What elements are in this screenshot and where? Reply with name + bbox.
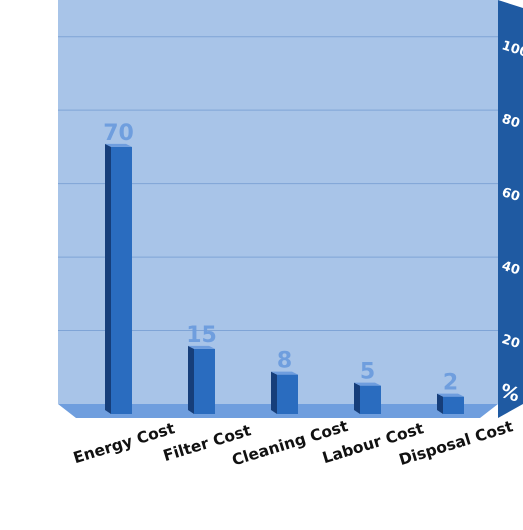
y-tick-label: 20	[500, 332, 522, 352]
bar-front	[360, 385, 381, 414]
bar-value-label: 8	[277, 349, 292, 374]
bar-side	[188, 345, 194, 414]
bar-front	[194, 348, 215, 414]
gridlines	[58, 36, 498, 332]
chart-side-wall	[498, 0, 523, 418]
bar-front	[111, 146, 132, 414]
bar	[354, 382, 381, 414]
bar-side	[105, 143, 111, 414]
bar-top	[188, 345, 215, 349]
bar	[105, 143, 132, 414]
bar-top	[437, 393, 464, 397]
bar-top	[271, 371, 298, 375]
y-tick-label: 60	[500, 185, 522, 205]
bars: 70 15 8 5 2	[103, 121, 464, 414]
bar-value-label: 15	[186, 323, 217, 348]
bar-front	[443, 396, 464, 414]
bar-value-label: 5	[360, 360, 375, 385]
bar-side	[271, 371, 277, 414]
bar-side	[437, 393, 443, 414]
bar-value-label: 70	[103, 121, 134, 146]
bar-top	[105, 143, 132, 147]
category-label: Energy Cost	[71, 419, 177, 467]
y-tick-label: 40	[500, 259, 522, 279]
chart-back-wall	[58, 0, 498, 404]
bar-side	[354, 382, 360, 414]
bar	[188, 345, 215, 414]
bar	[437, 393, 464, 414]
bar-front	[277, 374, 298, 414]
y-tick-label: 80	[500, 112, 522, 132]
bar-value-label: 2	[443, 371, 458, 396]
bar	[271, 371, 298, 414]
bar-top	[354, 382, 381, 386]
